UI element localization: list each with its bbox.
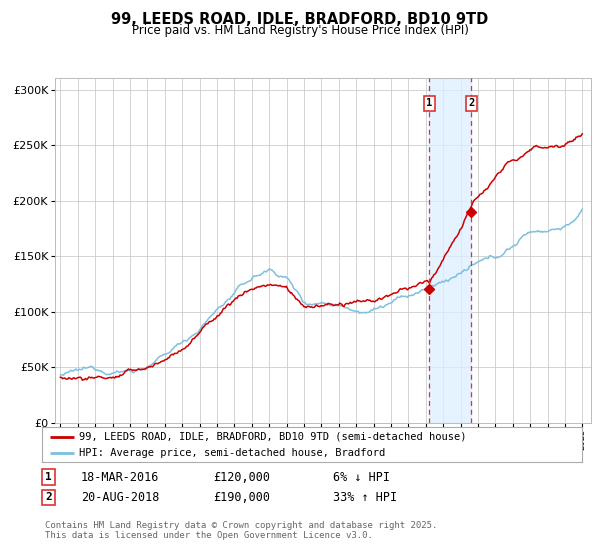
Text: 2: 2: [45, 492, 52, 502]
Text: 6% ↓ HPI: 6% ↓ HPI: [333, 470, 390, 484]
Text: 1: 1: [45, 472, 52, 482]
Text: Contains HM Land Registry data © Crown copyright and database right 2025.
This d: Contains HM Land Registry data © Crown c…: [45, 521, 437, 540]
Text: 33% ↑ HPI: 33% ↑ HPI: [333, 491, 397, 504]
Text: 20-AUG-2018: 20-AUG-2018: [81, 491, 160, 504]
Text: 18-MAR-2016: 18-MAR-2016: [81, 470, 160, 484]
Text: 99, LEEDS ROAD, IDLE, BRADFORD, BD10 9TD (semi-detached house): 99, LEEDS ROAD, IDLE, BRADFORD, BD10 9TD…: [79, 432, 466, 442]
Text: Price paid vs. HM Land Registry's House Price Index (HPI): Price paid vs. HM Land Registry's House …: [131, 24, 469, 37]
Text: 2: 2: [469, 99, 475, 109]
Text: 1: 1: [426, 99, 433, 109]
Text: HPI: Average price, semi-detached house, Bradford: HPI: Average price, semi-detached house,…: [79, 449, 385, 458]
Text: £190,000: £190,000: [213, 491, 270, 504]
Bar: [430, 78, 472, 423]
Text: £120,000: £120,000: [213, 470, 270, 484]
Text: 99, LEEDS ROAD, IDLE, BRADFORD, BD10 9TD: 99, LEEDS ROAD, IDLE, BRADFORD, BD10 9TD: [112, 12, 488, 27]
